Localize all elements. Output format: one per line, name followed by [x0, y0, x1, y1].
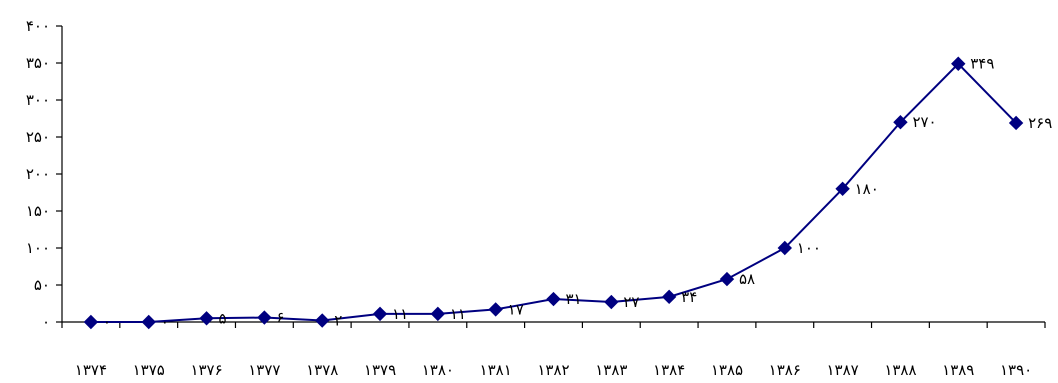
data-label: ۱۰۰	[797, 239, 821, 257]
series-group	[83, 56, 1024, 330]
y-tick-label: ۱۵۰	[26, 202, 50, 220]
x-tick-label: ۱۳۷۵	[133, 361, 165, 379]
y-tick-label: ۰	[42, 313, 50, 331]
x-tick-label: ۱۳۸۱	[480, 361, 512, 379]
y-tick-label: ۲۰۰	[26, 165, 50, 183]
data-point-marker	[719, 271, 735, 287]
data-label: ۱۸۰	[855, 180, 879, 198]
data-point-marker	[314, 313, 330, 328]
data-point-marker	[257, 310, 272, 325]
y-ticks: ۰ ۵۰ ۱۰۰ ۱۵۰ ۲۰۰ ۲۵۰ ۳۰۰ ۳۵۰ ۴۰۰	[26, 17, 62, 331]
data-label: ۳۴۹	[970, 55, 994, 73]
data-point-marker	[141, 314, 156, 330]
data-point-marker	[199, 311, 214, 326]
y-tick-label: ۳۰۰	[26, 91, 50, 109]
y-tick-label: ۳۵۰	[26, 54, 50, 72]
y-tick-label: ۲۵۰	[26, 128, 50, 146]
x-tick-label: ۱۳۸۸	[884, 361, 916, 379]
x-tick-label: ۱۳۷۹	[364, 361, 396, 379]
y-tick-label: ۵۰	[34, 276, 50, 294]
data-label: ۱۱	[392, 305, 408, 323]
data-label: ۵۸	[739, 270, 755, 288]
data-point-marker	[951, 56, 966, 71]
data-label: ۱۱	[450, 305, 466, 323]
x-tick-label: ۱۳۷۴	[75, 361, 107, 379]
x-tick-label: ۱۳۷۸	[306, 361, 338, 379]
x-tick-label: ۱۳۷۶	[190, 361, 222, 379]
x-tick-label: ۱۳۸۶	[769, 361, 801, 379]
data-point-marker	[372, 306, 388, 322]
data-label: ۳۱	[566, 290, 582, 308]
data-label: ۲۷۰	[912, 113, 936, 131]
data-point-marker	[835, 181, 850, 197]
data-label: ۲	[334, 312, 342, 330]
data-point-marker	[777, 240, 793, 256]
data-point-marker	[83, 314, 99, 330]
data-label: ۰	[103, 313, 111, 331]
x-tick-label: ۱۳۸۷	[827, 361, 859, 379]
data-label: ۵	[219, 309, 227, 327]
data-point-marker	[488, 302, 503, 317]
data-label: ۰	[161, 313, 169, 331]
data-point-marker	[893, 114, 908, 130]
data-labels: ۰ ۰ ۵ ۶ ۲ ۱۱ ۱۱ ۱۷ ۳۱ ۲۷ ۳۴ ۵۸ ۱۰۰ ۱۸۰ ۲۷۰ ۳۴۹ ۲۶۹	[103, 55, 1052, 331]
y-tick-label: ۱۰۰	[26, 239, 50, 257]
x-tick-label: ۱۳۸۵	[711, 361, 743, 379]
data-point-marker	[661, 289, 677, 305]
x-tick-label: ۱۳۸۴	[653, 361, 685, 379]
x-ticks: ۱۳۷۴ ۱۳۷۵ ۱۳۷۶ ۱۳۷۷ ۱۳۷۸ ۱۳۷۹ ۱۳۸۰ ۱۳۸۱ ۱۳۸۲ ۱۳۸۳…	[61, 322, 1046, 379]
x-tick-label: ۱۳۷۷	[248, 361, 280, 379]
y-tick-label: ۴۰۰	[26, 17, 50, 35]
x-tick-label: ۱۳۸۲	[537, 361, 569, 379]
data-label: ۱۷	[508, 300, 524, 318]
data-label: ۲۶۹	[1028, 114, 1052, 132]
data-label: ۶	[276, 309, 284, 327]
data-point-marker	[546, 291, 561, 307]
data-label: ۳۴	[681, 288, 697, 306]
x-tick-label: ۱۳۸۳	[595, 361, 627, 379]
x-tick-label: ۱۳۸۰	[422, 361, 454, 379]
data-point-marker	[430, 306, 446, 322]
data-point-marker	[604, 294, 619, 310]
axes	[61, 26, 1045, 323]
data-label: ۲۷	[623, 293, 639, 311]
data-point-marker	[1008, 115, 1024, 131]
x-tick-label: ۱۳۸۹	[942, 361, 974, 379]
x-tick-label: ۱۳۹۰	[1000, 361, 1032, 379]
